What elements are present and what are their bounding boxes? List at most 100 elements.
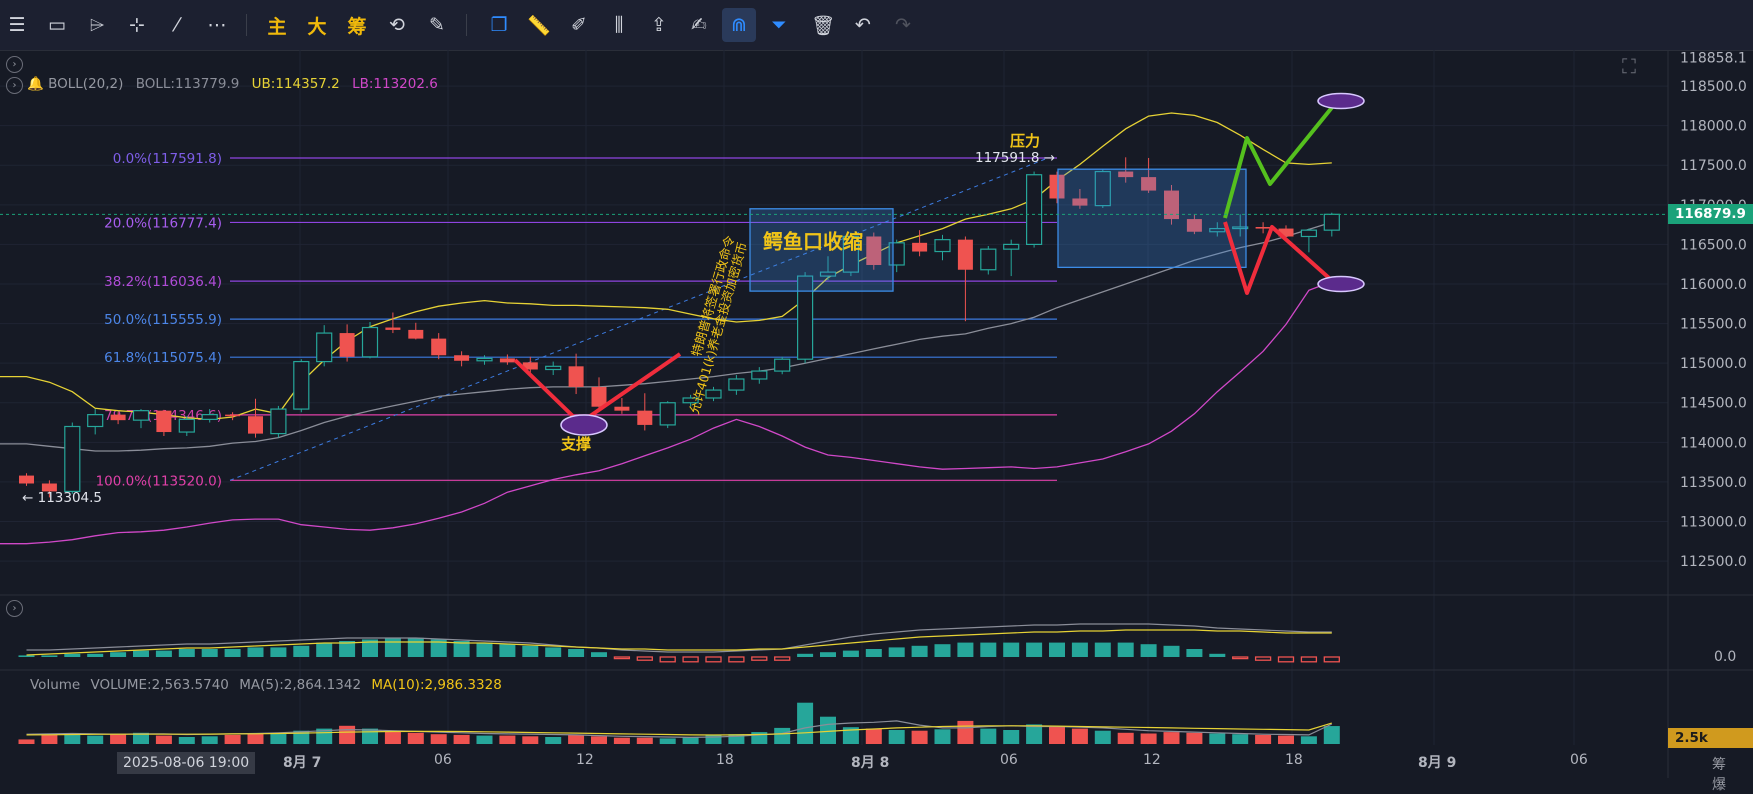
candle-body: [1025, 174, 1043, 246]
candle-body: [637, 410, 653, 425]
replay-icon[interactable]: ⟲: [389, 14, 405, 36]
menu-icon[interactable]: ☰: [8, 14, 26, 36]
volume-bar: [1163, 732, 1180, 744]
volume-bar: [178, 737, 195, 744]
chart-canvas[interactable]: 0.0%(117591.8) 20.0%(116777.4) 38.2%(11603…: [0, 50, 1753, 778]
consolidation-box: [749, 208, 894, 292]
macd-bar: [568, 649, 585, 657]
candle-body: [408, 329, 424, 339]
time-axis-label: 8月 8: [851, 755, 890, 771]
redo-icon[interactable]: ↷: [895, 14, 911, 36]
candle-body: [751, 370, 768, 380]
time-cursor-label: 2025-08-06 19:00: [117, 752, 256, 774]
candle-body: [476, 357, 493, 362]
copy-icon[interactable]: ❐: [490, 14, 508, 36]
collapse-main-button[interactable]: ›: [6, 56, 23, 73]
ruler-icon[interactable]: 📏: [527, 14, 551, 37]
projection-box: [1057, 168, 1247, 269]
cursor-icon[interactable]: ⌲: [89, 14, 105, 36]
candle-body: [87, 414, 104, 428]
candles-icon[interactable]: ⫼: [614, 14, 624, 36]
volume-ma10-value: MA(10):2,986.3328: [371, 677, 502, 693]
export-icon[interactable]: ⇪: [651, 14, 667, 36]
time-axis-label: 06: [1000, 752, 1018, 768]
volume-bar: [591, 736, 607, 744]
horizontal-line-icon[interactable]: ⊹: [129, 14, 145, 36]
brush-icon[interactable]: ✐: [571, 14, 587, 36]
macd-bar: [820, 652, 836, 657]
price-tick-label: 112500.0: [1680, 554, 1747, 570]
candle-body: [1072, 198, 1088, 206]
pressure-label: 压力: [1010, 132, 1040, 150]
large-button[interactable]: 大: [307, 15, 327, 38]
trend-line-icon[interactable]: ⁄: [175, 14, 179, 36]
price-axis: 118858.1118500.0118000.0117500.0117000.0…: [0, 51, 1747, 665]
candle-body: [499, 358, 515, 363]
volume-bar: [1232, 734, 1249, 744]
volume-bar: [1300, 736, 1317, 744]
bell-icon[interactable]: 🔔: [27, 76, 44, 92]
fib-level-label: 61.8%(115075.4): [104, 350, 222, 366]
macd-bar: [339, 641, 356, 657]
price-tick-label: 116000.0: [1680, 277, 1747, 293]
grid-lines: [0, 50, 1753, 778]
macd-bar: [774, 656, 791, 661]
fullscreen-icon[interactable]: ⛶: [1622, 54, 1636, 78]
candle-body: [431, 338, 447, 356]
volume-value: VOLUME:2,563.5740: [90, 677, 229, 693]
magnet-icon[interactable]: ⋒: [722, 8, 756, 42]
volume-bar: [705, 734, 722, 744]
candle-body: [1278, 228, 1294, 237]
candle-body: [591, 386, 607, 407]
more-icon[interactable]: ⋯: [207, 14, 227, 36]
price-tick-label: 118000.0: [1680, 119, 1747, 135]
edit-note-icon[interactable]: ✍: [691, 14, 707, 36]
drawing-toggle-icon[interactable]: ✎: [429, 14, 445, 36]
main-indicator-button[interactable]: 主: [267, 15, 287, 38]
macd-bar: [1277, 656, 1295, 663]
volume-bar: [224, 734, 241, 744]
macd-bar: [522, 645, 539, 657]
macd-bar: [751, 656, 768, 661]
volume-bar: [133, 732, 149, 744]
candle-body: [19, 475, 34, 484]
boll-indicator-name[interactable]: BOLL(20,2): [48, 76, 124, 92]
candle-body: [1141, 177, 1157, 191]
volume-bar: [659, 738, 676, 744]
delete-icon[interactable]: 🗑: [810, 14, 836, 37]
macd-bar: [636, 656, 653, 661]
filter-icon[interactable]: ⏷: [771, 14, 787, 36]
rectangle-icon[interactable]: ▭: [48, 14, 66, 36]
box-label: 鳄鱼口收缩: [763, 229, 863, 253]
time-axis-label: 8月 7: [283, 755, 322, 771]
collapse-macd-button[interactable]: ›: [6, 600, 23, 617]
macd-bar: [1300, 656, 1318, 663]
volume-bar: [1094, 730, 1111, 744]
macd-bar: [247, 647, 264, 657]
macd-bar: [865, 649, 882, 657]
volume-bar: [842, 727, 859, 744]
candle-body: [64, 425, 81, 493]
boll-lb-value: LB:113202.6: [352, 76, 438, 92]
current-price-tag: 116879.9: [1668, 204, 1753, 224]
macd-bar: [934, 644, 951, 657]
time-axis-label: 18: [1285, 752, 1303, 768]
volume-indicator-name[interactable]: Volume: [30, 677, 81, 693]
macd-bar: [316, 642, 333, 657]
corner-buttons[interactable]: 筹 爆: [1712, 757, 1730, 793]
price-tick-label: 114000.0: [1680, 435, 1747, 451]
collapse-boll-button[interactable]: ›: [6, 77, 23, 94]
price-tick-label: 113500.0: [1680, 475, 1747, 491]
time-axis-label: 8月 9: [1418, 755, 1457, 771]
candle-body: [1049, 174, 1065, 199]
macd-bar: [18, 655, 35, 657]
candle-body: [1003, 243, 1020, 250]
macd-bar: [87, 653, 104, 657]
price-tick-label: 116500.0: [1680, 237, 1747, 253]
candle-body: [659, 402, 676, 426]
undo-icon[interactable]: ↶: [855, 14, 871, 36]
candle-body: [361, 326, 379, 358]
candle-body: [41, 483, 57, 492]
volume-legend: Volume VOLUME:2,563.5740 MA(5):2,864.134…: [6, 677, 502, 693]
chips-button[interactable]: 筹: [347, 15, 367, 38]
